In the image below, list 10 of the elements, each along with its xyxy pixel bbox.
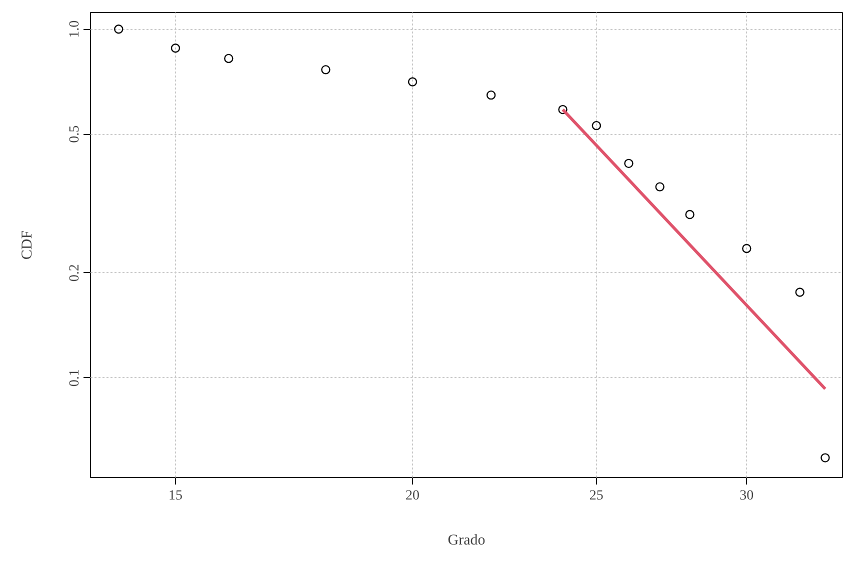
y-axis-title: CDF [20, 230, 36, 260]
x-tick-label: 15 [168, 488, 182, 504]
y-tick-label: 0.5 [68, 125, 82, 143]
y-tick-label: 0.1 [68, 369, 82, 387]
x-axis-title: Grado [448, 532, 486, 548]
x-tick-label: 20 [406, 488, 420, 504]
y-tick-label: 0.2 [68, 264, 82, 282]
x-tick-label: 30 [740, 488, 754, 504]
y-tick-label: 1.0 [68, 20, 82, 38]
x-tick-label: 25 [589, 488, 604, 504]
